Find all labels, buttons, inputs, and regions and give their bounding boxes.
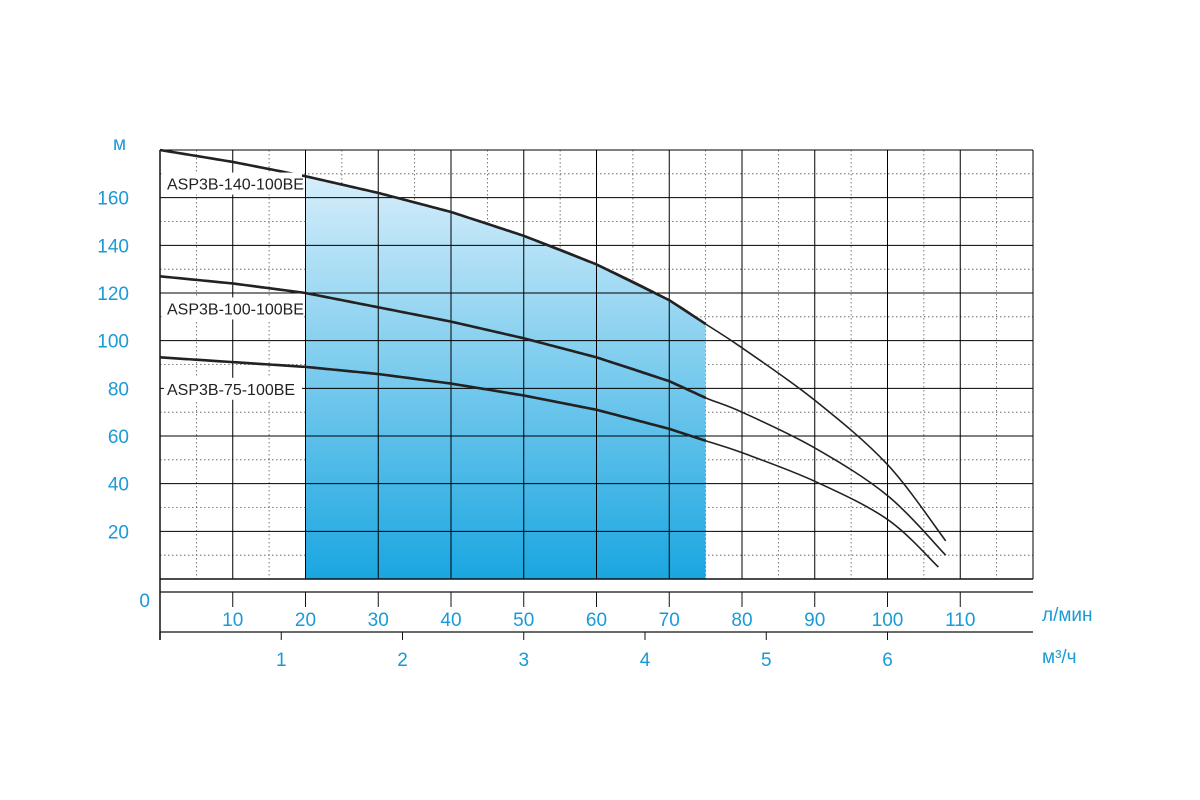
- curve-ASP3B-75-100BE-operating: [159, 356, 707, 443]
- x-tick-label: 50: [513, 610, 534, 631]
- curve-label-bg: [164, 172, 302, 195]
- x2-tick-label: 6: [882, 650, 893, 671]
- y-tick-label: 40: [108, 475, 129, 496]
- x-unit-label: л/мин: [1042, 605, 1093, 626]
- y-tick-label: 160: [97, 189, 129, 210]
- curve-label: ASP3B-75-100BE: [167, 382, 295, 399]
- x2-tick-label: 5: [761, 650, 772, 671]
- y-tick-label: 20: [108, 522, 129, 543]
- x-tick-label: 80: [731, 610, 752, 631]
- curve-ASP3B-140-100BE-operating: [159, 148, 707, 326]
- curve-label-bg: [164, 297, 302, 320]
- labels: м л/мин м³/ч: [113, 134, 1093, 668]
- curve-ASP3B-100-100BE-operating: [159, 275, 707, 400]
- y-tick-label: 80: [108, 379, 129, 400]
- x-tick-label: 70: [659, 610, 680, 631]
- y-tick-label: 0: [139, 591, 150, 612]
- operating-range-band: [305, 176, 706, 579]
- x-tick-label: 90: [804, 610, 825, 631]
- x-tick-label: 110: [945, 610, 975, 631]
- curves: ASP3B-140-100BE ASP3B-100-100BE ASP3B-75-1…: [159, 148, 947, 568]
- y-tick-label: 60: [108, 427, 129, 448]
- x2-unit-label: м³/ч: [1042, 647, 1077, 668]
- x2-tick-label: 3: [518, 650, 529, 671]
- y-unit-label: м: [113, 134, 126, 155]
- x2-tick-label: 2: [397, 650, 408, 671]
- y-tick-label: 140: [97, 236, 129, 257]
- x-tick-label: 10: [222, 610, 243, 631]
- curve-label: ASP3B-100-100BE: [167, 301, 304, 318]
- x-tick-label: 40: [440, 610, 461, 631]
- x-tick-label: 100: [872, 610, 904, 631]
- curve-label-bg: [164, 377, 302, 400]
- x-tick-label: 20: [295, 610, 316, 631]
- x2-tick-label: 4: [640, 650, 651, 671]
- y-tick-label: 120: [97, 284, 129, 305]
- major-grid: [159, 149, 1034, 580]
- y-tick-label: 100: [97, 332, 129, 353]
- x-tick-label: 60: [586, 610, 607, 631]
- x2-tick-label: 1: [276, 650, 287, 671]
- x-tick-label: 30: [368, 610, 389, 631]
- operating-range-fill: [305, 176, 706, 579]
- curve-label: ASP3B-140-100BE: [167, 177, 304, 194]
